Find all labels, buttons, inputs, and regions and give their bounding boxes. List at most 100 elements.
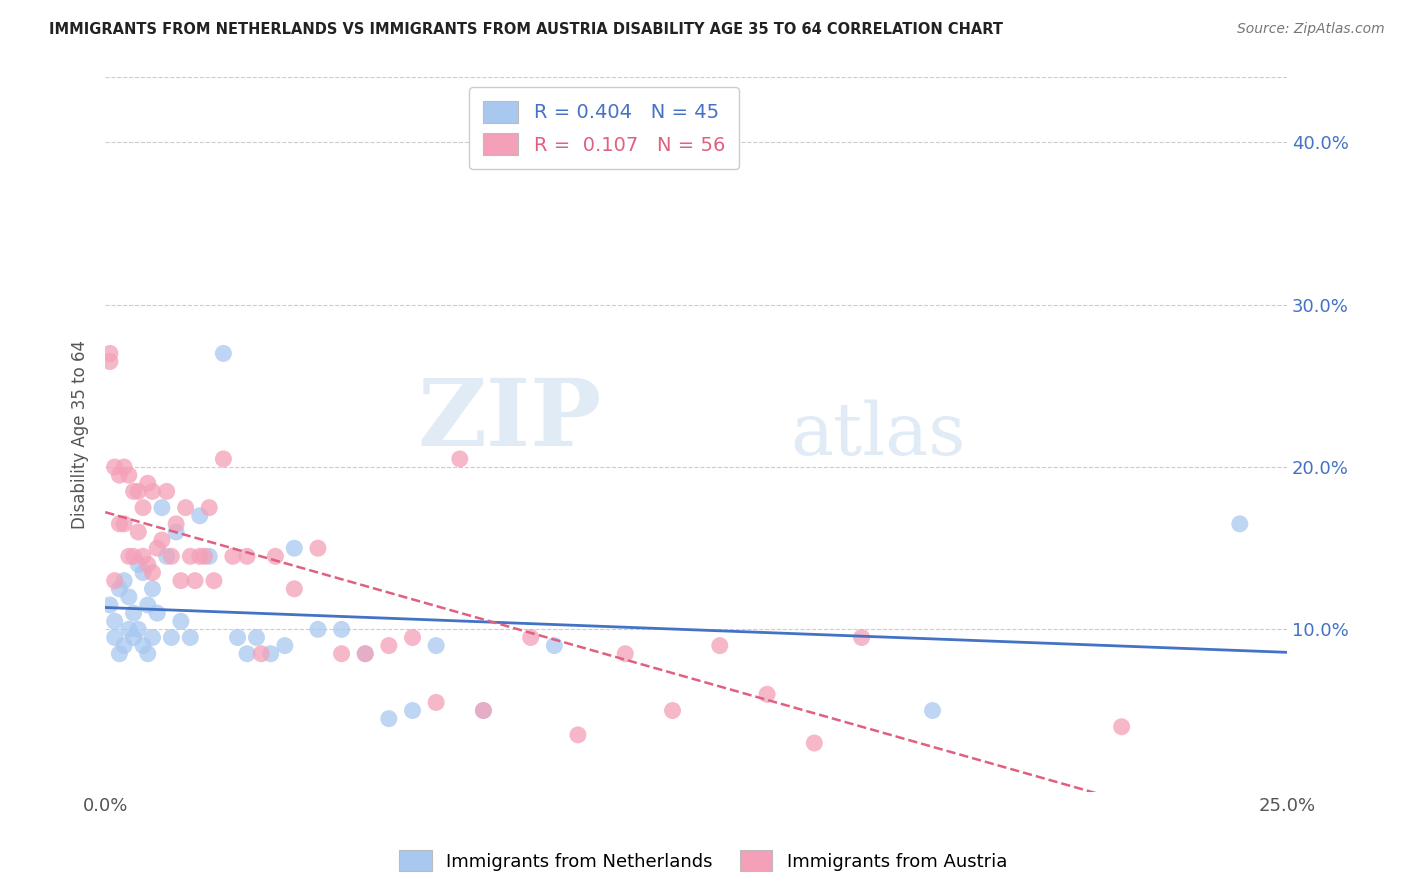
Point — [1229, 516, 1251, 531]
Point — [401, 704, 423, 718]
Point — [108, 468, 131, 483]
Point — [118, 549, 141, 564]
Point — [245, 631, 267, 645]
Point — [112, 516, 135, 531]
Point — [198, 500, 221, 515]
Point — [354, 647, 377, 661]
Point — [212, 451, 235, 466]
Point — [236, 647, 259, 661]
Point — [146, 541, 169, 556]
Point — [141, 566, 163, 580]
Point — [136, 598, 159, 612]
Y-axis label: Disability Age 35 to 64: Disability Age 35 to 64 — [72, 340, 89, 529]
Point — [150, 500, 173, 515]
Point — [184, 574, 207, 588]
Text: ZIP: ZIP — [418, 376, 602, 466]
Point — [709, 639, 731, 653]
Point — [378, 712, 401, 726]
Point — [170, 614, 193, 628]
Point — [118, 590, 141, 604]
Point — [160, 549, 183, 564]
Point — [118, 468, 141, 483]
Point — [165, 524, 187, 539]
Point — [354, 647, 377, 661]
Point — [472, 704, 495, 718]
Point — [98, 354, 121, 368]
Point — [260, 647, 283, 661]
Point — [170, 574, 193, 588]
Point — [156, 484, 179, 499]
Point — [449, 451, 471, 466]
Point — [202, 574, 225, 588]
Point — [264, 549, 287, 564]
Text: atlas: atlas — [790, 400, 966, 470]
Point — [98, 598, 121, 612]
Point — [401, 631, 423, 645]
Point — [188, 549, 211, 564]
Point — [330, 623, 353, 637]
Point — [174, 500, 197, 515]
Point — [122, 631, 145, 645]
Point — [104, 614, 127, 628]
Point — [378, 639, 401, 653]
Point — [104, 631, 127, 645]
Legend: R = 0.404   N = 45, R =  0.107   N = 56: R = 0.404 N = 45, R = 0.107 N = 56 — [470, 87, 738, 169]
Text: Source: ZipAtlas.com: Source: ZipAtlas.com — [1237, 22, 1385, 37]
Point — [127, 524, 149, 539]
Point — [118, 623, 141, 637]
Point — [132, 500, 155, 515]
Point — [756, 687, 779, 701]
Point — [127, 484, 149, 499]
Point — [250, 647, 273, 661]
Point — [132, 566, 155, 580]
Point — [136, 558, 159, 572]
Point — [141, 631, 163, 645]
Point — [803, 736, 825, 750]
Point — [198, 549, 221, 564]
Point — [141, 582, 163, 596]
Point — [108, 582, 131, 596]
Point — [519, 631, 541, 645]
Point — [307, 623, 329, 637]
Point — [222, 549, 245, 564]
Point — [193, 549, 215, 564]
Point — [614, 647, 637, 661]
Point — [156, 549, 179, 564]
Point — [112, 460, 135, 475]
Point — [150, 533, 173, 547]
Point — [136, 647, 159, 661]
Point — [108, 647, 131, 661]
Point — [188, 508, 211, 523]
Point — [122, 606, 145, 620]
Point — [98, 346, 121, 360]
Point — [274, 639, 297, 653]
Point — [1111, 720, 1133, 734]
Point — [283, 582, 305, 596]
Point — [212, 346, 235, 360]
Point — [179, 631, 201, 645]
Point — [127, 623, 149, 637]
Point — [112, 639, 135, 653]
Point — [226, 631, 249, 645]
Point — [104, 460, 127, 475]
Point — [472, 704, 495, 718]
Point — [283, 541, 305, 556]
Point — [132, 549, 155, 564]
Legend: Immigrants from Netherlands, Immigrants from Austria: Immigrants from Netherlands, Immigrants … — [392, 843, 1014, 879]
Point — [236, 549, 259, 564]
Point — [104, 574, 127, 588]
Point — [567, 728, 589, 742]
Point — [179, 549, 201, 564]
Point — [851, 631, 873, 645]
Point — [108, 516, 131, 531]
Point — [122, 549, 145, 564]
Point — [921, 704, 943, 718]
Point — [122, 484, 145, 499]
Point — [112, 574, 135, 588]
Text: IMMIGRANTS FROM NETHERLANDS VS IMMIGRANTS FROM AUSTRIA DISABILITY AGE 35 TO 64 C: IMMIGRANTS FROM NETHERLANDS VS IMMIGRANT… — [49, 22, 1004, 37]
Point — [425, 639, 447, 653]
Point — [661, 704, 683, 718]
Point — [146, 606, 169, 620]
Point — [132, 639, 155, 653]
Point — [160, 631, 183, 645]
